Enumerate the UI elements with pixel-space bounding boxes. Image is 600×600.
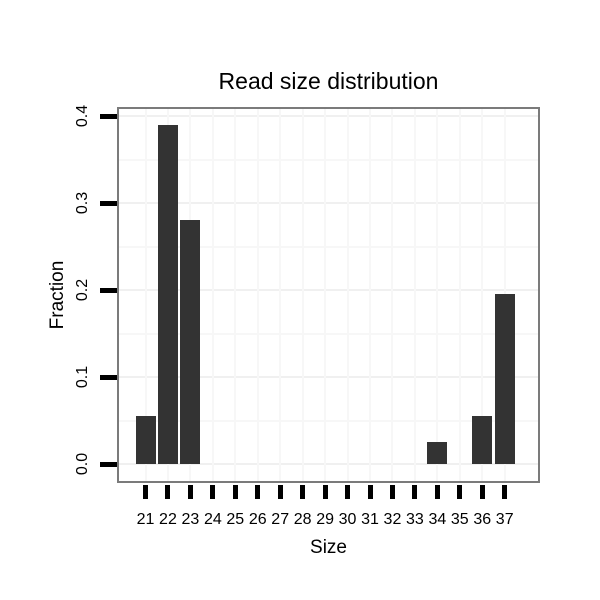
gridline-vertical — [211, 109, 214, 481]
gridline-major-horizontal — [119, 376, 538, 378]
chart-title: Read size distribution — [218, 68, 439, 94]
x-axis-tick — [232, 485, 238, 499]
gridline-vertical — [436, 109, 439, 481]
gridline-vertical — [301, 109, 304, 481]
y-axis-tick-label: 0.1 — [74, 365, 91, 389]
gridline-major-horizontal — [119, 463, 538, 465]
x-axis-tick-label: 35 — [450, 511, 469, 528]
x-axis-tick — [389, 485, 395, 499]
x-axis-tick — [502, 485, 508, 499]
x-axis-tick-label: 36 — [473, 511, 492, 528]
x-axis-tick-label: 22 — [159, 511, 177, 528]
y-axis-tick — [100, 113, 117, 119]
x-axis-tick — [187, 485, 193, 499]
y-axis-title: Fraction — [47, 260, 68, 330]
bar-size-34 — [427, 442, 448, 464]
x-axis-tick — [277, 485, 283, 499]
x-axis-tick-label: 34 — [428, 511, 447, 528]
y-axis-tick — [100, 374, 117, 380]
x-axis-tick-label: 27 — [271, 511, 290, 528]
x-axis-tick — [345, 485, 351, 499]
bar-size-23 — [180, 220, 201, 464]
y-axis-tick-label: 0.4 — [74, 104, 91, 128]
bar-size-37 — [494, 294, 515, 464]
x-axis-tick-label: 32 — [383, 511, 402, 528]
gridline-minor-horizontal — [119, 419, 538, 422]
gridline-vertical — [144, 109, 147, 481]
x-axis-tick — [367, 485, 373, 499]
x-axis-tick — [210, 485, 216, 499]
x-axis-tick-label: 28 — [293, 511, 312, 528]
gridline-minor-horizontal — [119, 332, 538, 335]
x-axis-tick-label: 21 — [136, 511, 155, 528]
x-axis-tick-label: 23 — [181, 511, 200, 528]
y-axis-tick-label: 0.2 — [74, 278, 91, 302]
bar-size-21 — [135, 416, 156, 464]
gridline-vertical — [256, 109, 259, 481]
x-axis-tick-label: 24 — [203, 511, 222, 528]
x-axis-tick-label: 37 — [495, 511, 514, 528]
x-axis-tick-label: 29 — [316, 511, 334, 528]
x-axis-tick — [434, 485, 440, 499]
gridline-vertical — [324, 109, 327, 481]
x-axis-tick — [457, 485, 463, 499]
gridline-vertical — [279, 109, 282, 481]
x-axis-tick — [143, 485, 148, 499]
gridline-vertical — [413, 109, 416, 481]
x-axis-tick-label: 31 — [361, 511, 379, 528]
bar-size-22 — [157, 124, 178, 464]
x-axis-tick — [479, 485, 485, 499]
x-axis-tick — [300, 485, 306, 499]
y-axis-tick-label: 0.0 — [74, 452, 91, 476]
gridline-minor-horizontal — [119, 158, 538, 161]
gridline-vertical — [458, 109, 461, 481]
gridline-major-horizontal — [119, 115, 538, 117]
x-axis-tick-label: 26 — [248, 511, 267, 528]
x-axis-tick — [412, 485, 418, 499]
x-axis-tick — [165, 485, 171, 499]
gridline-vertical — [481, 109, 484, 481]
y-axis-tick — [100, 461, 117, 467]
x-axis-tick — [322, 485, 328, 499]
gridline-major-horizontal — [119, 289, 538, 291]
plot-panel — [117, 107, 540, 483]
gridline-vertical — [234, 109, 237, 481]
x-axis-tick-label: 25 — [226, 511, 245, 528]
gridline-vertical — [391, 109, 394, 481]
gridline-vertical — [369, 109, 371, 481]
y-axis-tick — [100, 287, 117, 293]
y-axis-tick-label: 0.3 — [74, 191, 91, 215]
x-axis-tick-label: 30 — [338, 511, 357, 528]
y-axis-tick — [100, 200, 117, 206]
x-axis-title: Size — [310, 537, 347, 558]
x-axis-tick-label: 33 — [405, 511, 424, 528]
gridline-vertical — [346, 109, 349, 481]
bar-size-36 — [472, 416, 493, 464]
x-axis-tick — [255, 485, 261, 499]
gridline-minor-horizontal — [119, 245, 538, 248]
gridline-major-horizontal — [119, 202, 538, 204]
